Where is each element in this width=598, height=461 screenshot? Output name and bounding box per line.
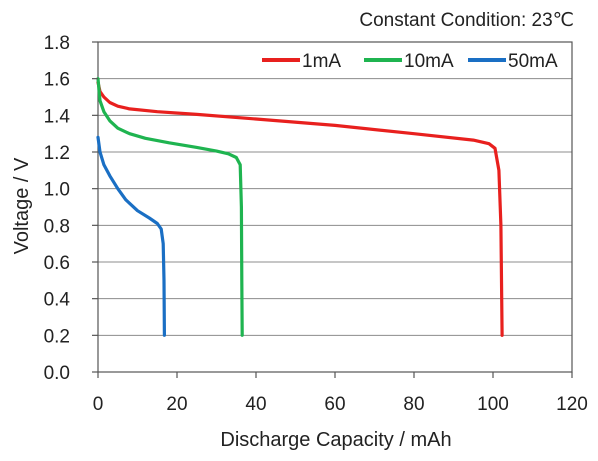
y-tick-label-1: 0.2	[44, 326, 70, 347]
y-tick-label-3: 0.6	[44, 253, 70, 274]
condition-annotation: Constant Condition: 23℃	[359, 10, 574, 31]
series-line-1mA	[96, 80, 504, 337]
y-tick-label-0: 0.0	[44, 363, 70, 384]
y-tick-label-8: 1.6	[44, 70, 70, 91]
y-tick-label-9: 1.8	[44, 33, 70, 54]
y-axis-title: Voltage / V	[11, 157, 33, 254]
y-tick-label-5: 1.0	[44, 180, 70, 201]
grid-lines	[98, 78, 572, 336]
series-lines	[96, 77, 504, 337]
x-tick-label-3: 60	[324, 394, 345, 415]
x-tick-label-5: 100	[477, 394, 509, 415]
legend-label-1mA: 1mA	[302, 51, 341, 72]
legend-label-50mA: 50mA	[508, 51, 558, 72]
series-line-10mA	[96, 77, 244, 337]
y-tick-label-2: 0.4	[44, 290, 71, 311]
x-tick-label-4: 80	[403, 394, 424, 415]
y-tick-label-6: 1.2	[44, 143, 70, 164]
x-tick-label-1: 20	[166, 394, 187, 415]
x-axis-title: Discharge Capacity / mAh	[220, 429, 451, 451]
y-tick-label-7: 1.4	[44, 106, 71, 127]
y-tick-label-4: 0.8	[44, 216, 70, 237]
x-tick-label-2: 40	[245, 394, 266, 415]
tick-labels: 0.0 0.2 0.4 0.6 0.8 1.0 1.2 1.4 1.6 1.8 0 20 40 60 80 1…	[44, 33, 588, 415]
legend-label-10mA: 10mA	[404, 51, 454, 72]
legend-background	[252, 47, 570, 73]
x-tick-label-0: 0	[93, 394, 104, 415]
series-line-50mA	[96, 135, 166, 337]
axis-ticks	[92, 41, 573, 378]
legend: 1mA 10mA 50mA	[252, 47, 570, 73]
x-tick-label-6: 120	[556, 394, 588, 415]
